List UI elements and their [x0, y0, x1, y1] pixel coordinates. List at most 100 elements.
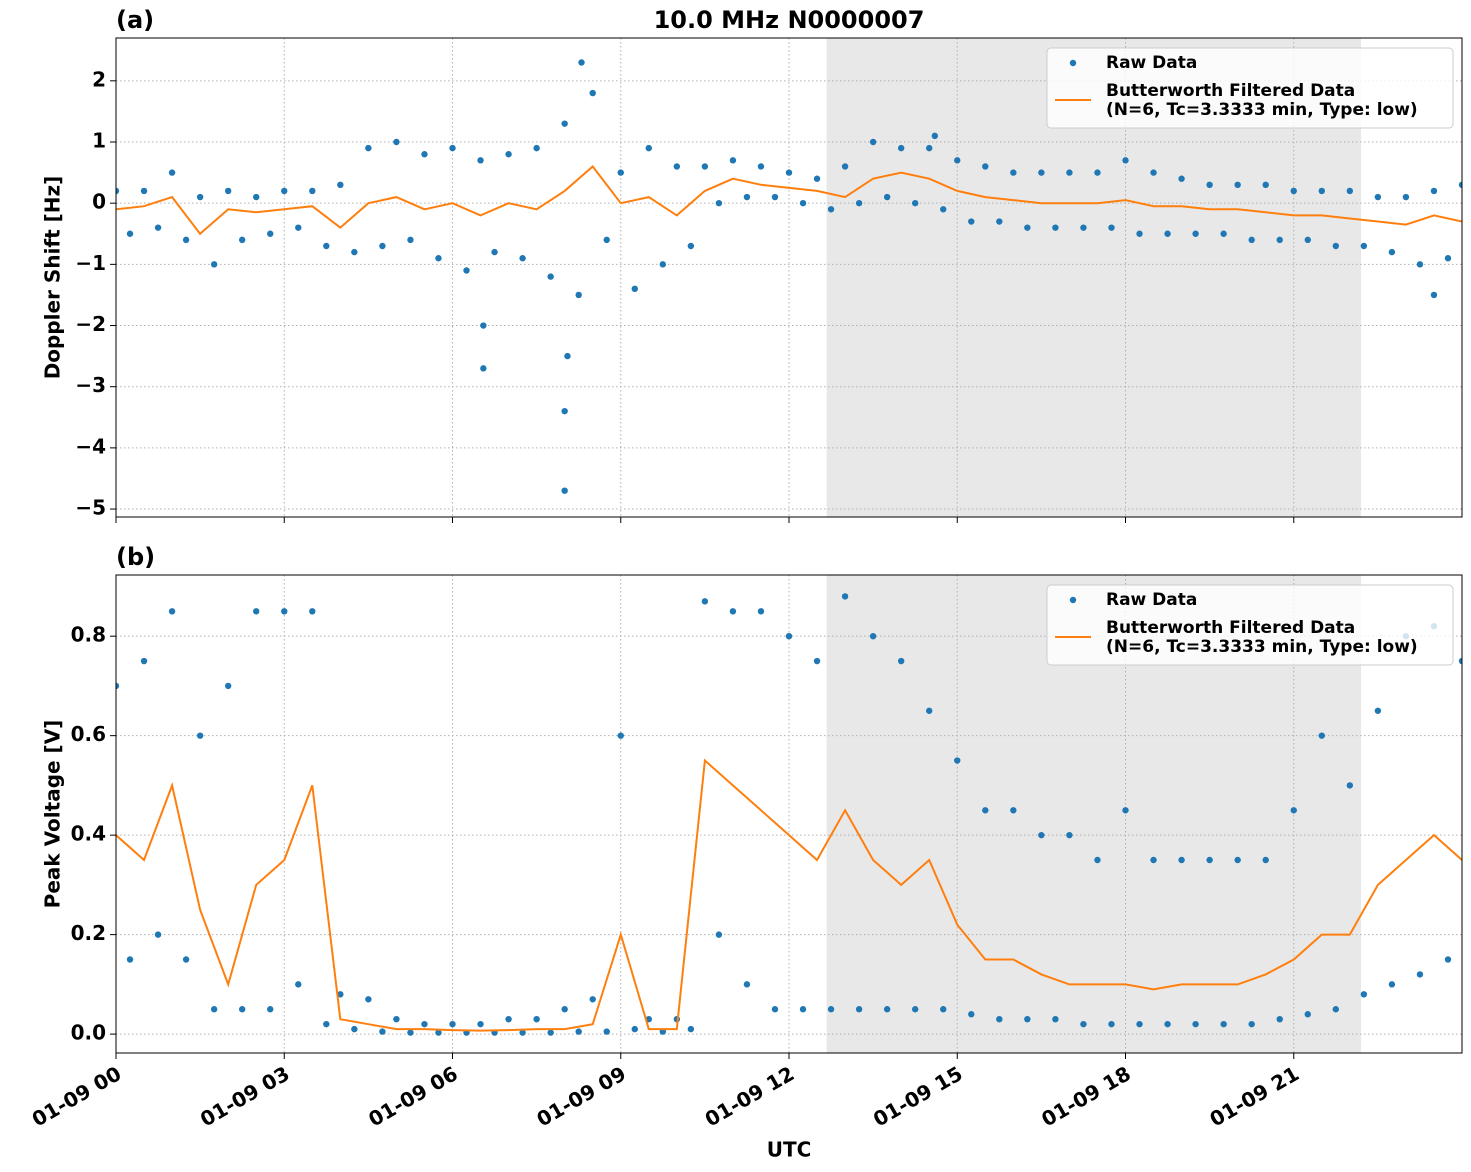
- raw-point: [519, 1029, 526, 1036]
- raw-point: [1080, 224, 1087, 231]
- raw-point: [393, 138, 400, 146]
- raw-point: [743, 193, 751, 201]
- raw-point: [547, 273, 554, 280]
- raw-point: [785, 169, 793, 176]
- raw-point: [996, 1015, 1003, 1023]
- raw-point: [281, 608, 288, 615]
- raw-point: [617, 732, 624, 739]
- raw-point: [1052, 224, 1059, 231]
- raw-point: [1360, 991, 1368, 998]
- raw-point: [841, 593, 849, 600]
- raw-point: [631, 1025, 638, 1033]
- y-tick-label: 2: [92, 67, 106, 91]
- raw-point: [564, 352, 571, 360]
- y-tick-label: −2: [75, 312, 106, 336]
- raw-point: [126, 956, 134, 963]
- raw-point: [477, 157, 484, 164]
- raw-point: [533, 1015, 540, 1023]
- raw-point: [379, 1028, 386, 1035]
- raw-point: [168, 169, 176, 176]
- raw-point: [589, 89, 596, 97]
- raw-point: [1388, 981, 1396, 988]
- y-tick-label: 0.8: [71, 623, 106, 647]
- raw-point: [1290, 807, 1297, 814]
- raw-point: [154, 931, 162, 938]
- raw-point: [295, 981, 302, 988]
- raw-point: [729, 157, 737, 164]
- y-axis-label: Doppler Shift [Hz]: [41, 176, 65, 380]
- raw-point: [421, 151, 428, 158]
- raw-point: [911, 1006, 919, 1013]
- y-tick-label: −1: [75, 251, 106, 275]
- raw-point: [869, 138, 877, 146]
- raw-point: [351, 1025, 358, 1033]
- raw-point: [407, 236, 414, 244]
- raw-point: [757, 608, 765, 615]
- raw-point: [140, 187, 148, 195]
- y-tick-label: 1: [92, 128, 106, 152]
- raw-point: [561, 407, 568, 415]
- filtered-line: [116, 165, 1462, 236]
- raw-point: [1276, 236, 1283, 244]
- raw-point: [687, 1025, 695, 1033]
- x-axis-label: UTC: [767, 1138, 812, 1162]
- raw-point: [463, 267, 470, 274]
- raw-point: [931, 132, 939, 140]
- raw-point: [578, 59, 585, 66]
- raw-point: [1192, 230, 1199, 237]
- raw-point: [1122, 807, 1129, 814]
- raw-point: [154, 224, 162, 231]
- raw-point: [365, 996, 372, 1003]
- x-tick-label: 01-09 12: [701, 1061, 799, 1131]
- legend-marker: [1069, 59, 1077, 67]
- raw-point: [701, 163, 709, 170]
- raw-point: [1206, 181, 1213, 189]
- raw-point: [589, 996, 596, 1003]
- raw-point: [224, 187, 232, 195]
- raw-point: [883, 193, 891, 201]
- raw-point: [168, 608, 176, 615]
- raw-point: [954, 157, 961, 164]
- raw-point: [337, 991, 344, 998]
- raw-point: [1164, 1020, 1171, 1028]
- raw-point: [421, 1020, 428, 1028]
- raw-point: [926, 144, 933, 152]
- raw-point: [1374, 707, 1382, 714]
- raw-point: [379, 242, 386, 250]
- raw-point: [603, 1028, 610, 1035]
- raw-point: [982, 163, 989, 170]
- raw-point: [729, 608, 737, 615]
- raw-point: [295, 224, 302, 231]
- raw-point: [1416, 971, 1424, 978]
- x-tick-label: 01-09 03: [196, 1061, 294, 1131]
- raw-point: [1080, 1020, 1087, 1028]
- x-tick-label: 01-09 09: [532, 1061, 630, 1131]
- raw-point: [365, 144, 372, 152]
- raw-point: [407, 1029, 414, 1036]
- raw-point: [267, 1006, 274, 1013]
- raw-point: [968, 218, 975, 225]
- raw-point: [954, 757, 961, 764]
- raw-point: [480, 322, 487, 329]
- legend-label: Butterworth Filtered Data (N=6, Tc=3.3333…: [1106, 618, 1418, 657]
- raw-point: [1458, 181, 1462, 189]
- raw-point: [1122, 157, 1129, 164]
- raw-point: [1304, 1011, 1311, 1018]
- raw-point: [673, 163, 681, 170]
- raw-point: [785, 632, 793, 640]
- y-tick-label: 0: [92, 190, 106, 214]
- raw-point: [126, 230, 134, 237]
- raw-point: [1346, 782, 1354, 789]
- x-tick-label: 01-09 15: [869, 1061, 967, 1131]
- chart-title: 10.0 MHz N0000007: [654, 6, 925, 34]
- x-tick-label: 01-09 06: [364, 1061, 462, 1131]
- raw-point: [1430, 291, 1438, 299]
- raw-point: [1458, 657, 1462, 665]
- raw-point: [253, 608, 260, 615]
- raw-point: [533, 144, 540, 152]
- raw-point: [351, 248, 358, 256]
- raw-point: [1052, 1015, 1059, 1023]
- raw-point: [1332, 242, 1340, 250]
- axes-frame: [115, 574, 1463, 1054]
